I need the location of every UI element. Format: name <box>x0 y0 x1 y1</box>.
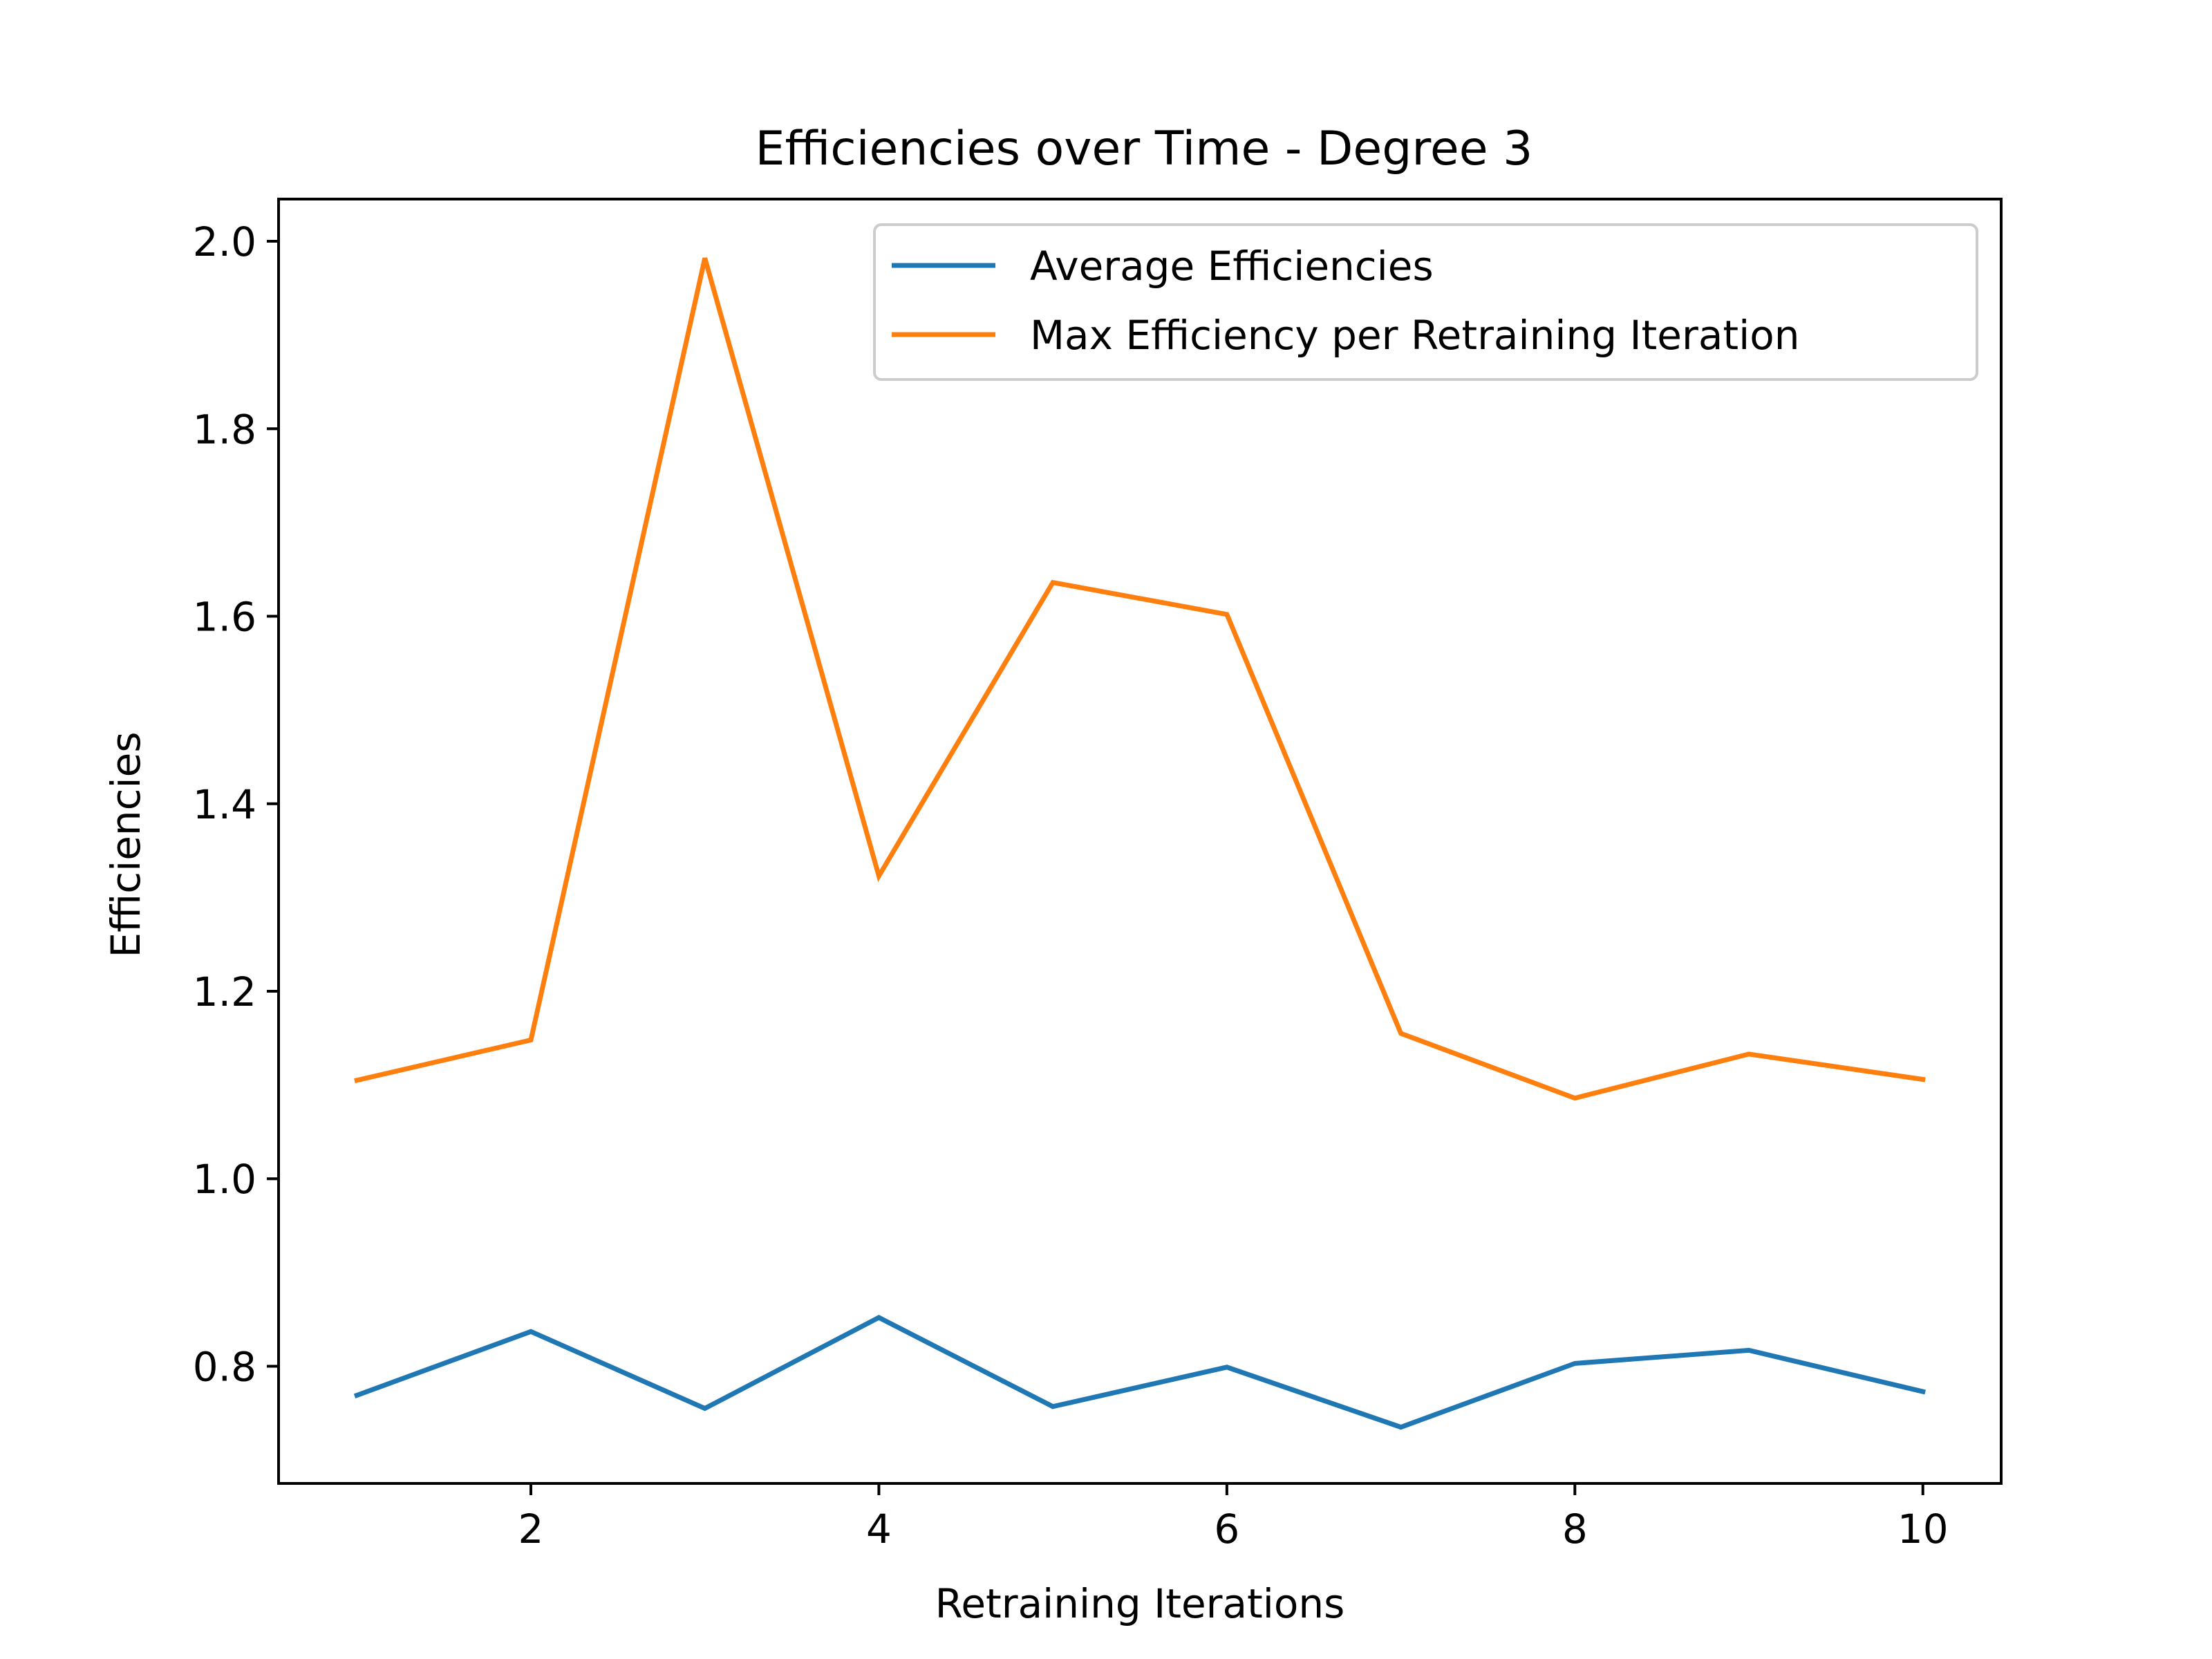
y-tick-label: 1.4 <box>193 781 256 828</box>
x-tick-label: 8 <box>1562 1506 1588 1553</box>
x-tick-label: 6 <box>1214 1506 1239 1553</box>
legend: Average Efficiencies Max Efficiency per … <box>873 223 1978 381</box>
y-axis-label: Efficiencies <box>102 731 149 957</box>
x-axis: 2 4 6 8 10 <box>518 1483 1949 1553</box>
y-axis: 0.8 1.0 1.2 1.4 1.6 1.8 2.0 <box>193 218 279 1390</box>
y-tick-label: 1.0 <box>193 1156 256 1203</box>
x-tick-label: 2 <box>518 1506 544 1553</box>
series-line-1 <box>354 257 1926 1101</box>
legend-box <box>873 223 1978 381</box>
y-tick-label: 1.2 <box>193 968 256 1015</box>
series-layer <box>353 257 1926 1430</box>
chart-title: Efficiencies over Time - Degree 3 <box>756 122 1533 176</box>
y-tick-label: 2.0 <box>193 218 256 265</box>
legend-label-average: Average Efficiencies <box>1030 243 1434 290</box>
series-line-0 <box>353 1315 1926 1430</box>
x-axis-label: Retraining Iterations <box>935 1580 1345 1627</box>
plot-frame <box>277 198 2003 1485</box>
legend-label-max: Max Efficiency per Retraining Iteration <box>1030 312 1799 359</box>
x-tick-label: 10 <box>1897 1506 1949 1553</box>
y-tick-label: 1.8 <box>193 406 256 453</box>
y-tick-label: 1.6 <box>193 594 256 641</box>
x-tick-label: 4 <box>866 1506 892 1553</box>
y-tick-label: 0.8 <box>193 1343 256 1390</box>
